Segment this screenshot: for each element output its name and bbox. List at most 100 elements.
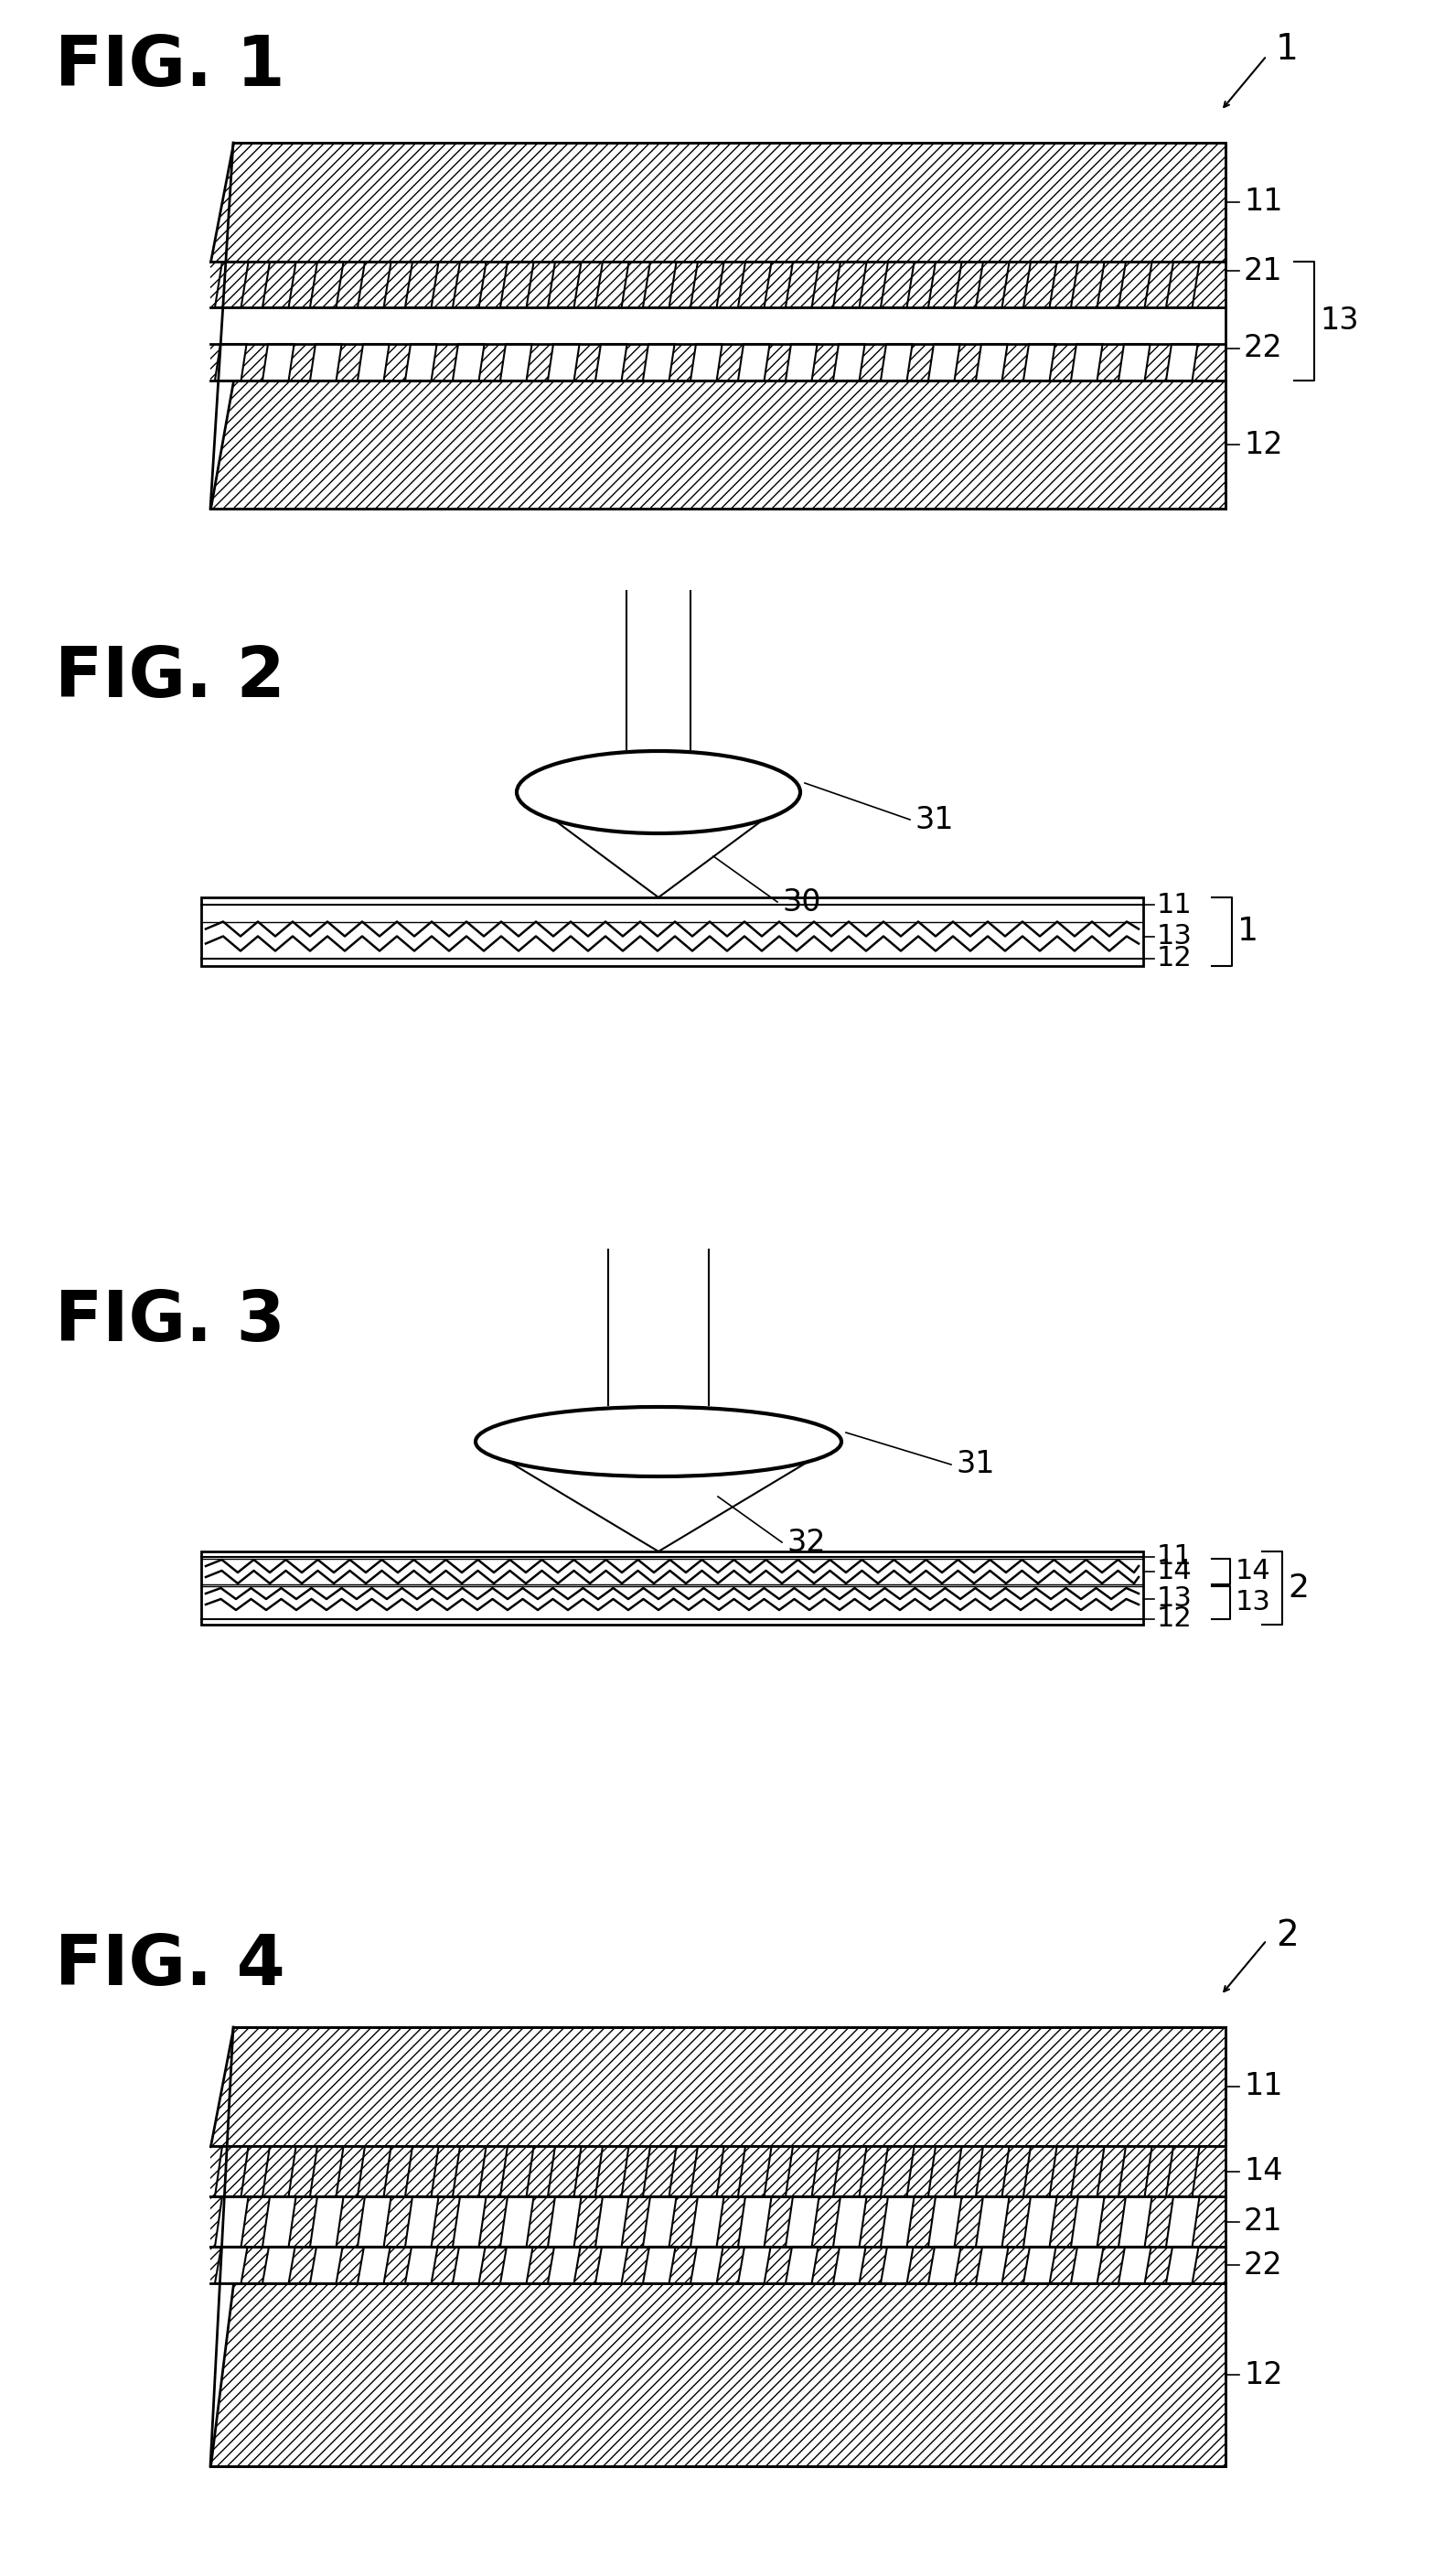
- Polygon shape: [263, 2197, 296, 2246]
- Text: 1: 1: [1276, 31, 1299, 67]
- Polygon shape: [1166, 2246, 1198, 2282]
- Polygon shape: [643, 263, 676, 307]
- Text: 11: 11: [1244, 188, 1283, 216]
- Polygon shape: [215, 2197, 249, 2246]
- Polygon shape: [786, 263, 819, 307]
- Text: 13: 13: [1319, 307, 1358, 337]
- Polygon shape: [1071, 2197, 1104, 2246]
- Polygon shape: [548, 263, 581, 307]
- Polygon shape: [500, 2146, 533, 2197]
- Text: 22: 22: [1244, 332, 1283, 363]
- Polygon shape: [211, 2246, 1225, 2282]
- Polygon shape: [1166, 2146, 1199, 2197]
- Polygon shape: [405, 2197, 439, 2246]
- Text: 12: 12: [1157, 1605, 1192, 1633]
- Polygon shape: [311, 2197, 344, 2246]
- Polygon shape: [452, 263, 486, 307]
- Text: 31: 31: [915, 804, 954, 835]
- Polygon shape: [211, 2197, 1225, 2246]
- Polygon shape: [738, 2246, 770, 2282]
- Text: 12: 12: [1244, 430, 1283, 459]
- Text: 14: 14: [1244, 2156, 1283, 2187]
- Polygon shape: [1118, 2246, 1152, 2282]
- Polygon shape: [357, 263, 392, 307]
- Polygon shape: [1118, 2146, 1152, 2197]
- Polygon shape: [738, 2146, 772, 2197]
- Polygon shape: [643, 2146, 676, 2197]
- Polygon shape: [643, 2246, 675, 2282]
- Polygon shape: [643, 2197, 676, 2246]
- Text: 11: 11: [1157, 891, 1192, 917]
- Ellipse shape: [475, 1406, 841, 1476]
- Polygon shape: [1166, 263, 1199, 307]
- Text: 2: 2: [1287, 1571, 1309, 1605]
- Polygon shape: [691, 263, 724, 307]
- Polygon shape: [1071, 263, 1104, 307]
- Polygon shape: [211, 345, 1225, 381]
- Polygon shape: [263, 345, 295, 381]
- Text: 13: 13: [1157, 1587, 1192, 1613]
- Polygon shape: [834, 345, 864, 381]
- Polygon shape: [928, 263, 962, 307]
- Polygon shape: [595, 345, 627, 381]
- Text: 2: 2: [1276, 1919, 1299, 1953]
- Text: 14: 14: [1235, 1558, 1272, 1584]
- Polygon shape: [834, 2197, 867, 2246]
- Text: FIG. 2: FIG. 2: [55, 644, 285, 711]
- Polygon shape: [452, 2146, 486, 2197]
- Polygon shape: [311, 345, 341, 381]
- Polygon shape: [738, 345, 770, 381]
- Polygon shape: [786, 345, 818, 381]
- Polygon shape: [405, 2146, 439, 2197]
- Text: 31: 31: [955, 1450, 994, 1479]
- Polygon shape: [405, 263, 439, 307]
- Text: 14: 14: [1157, 1558, 1192, 1584]
- Polygon shape: [738, 263, 772, 307]
- Polygon shape: [452, 345, 484, 381]
- Polygon shape: [211, 2027, 1225, 2146]
- Polygon shape: [1166, 345, 1198, 381]
- Polygon shape: [786, 2246, 818, 2282]
- Polygon shape: [786, 2146, 819, 2197]
- Polygon shape: [357, 2146, 392, 2197]
- Polygon shape: [975, 345, 1007, 381]
- Polygon shape: [211, 381, 1225, 507]
- Polygon shape: [1023, 263, 1056, 307]
- Polygon shape: [595, 263, 629, 307]
- Polygon shape: [548, 2197, 581, 2246]
- Polygon shape: [1118, 263, 1152, 307]
- Polygon shape: [880, 263, 915, 307]
- Text: 13: 13: [1157, 922, 1192, 951]
- Polygon shape: [691, 2146, 724, 2197]
- Polygon shape: [357, 2197, 392, 2246]
- Polygon shape: [452, 2197, 486, 2246]
- Text: FIG. 4: FIG. 4: [55, 1932, 285, 1999]
- Polygon shape: [834, 2246, 866, 2282]
- Text: 12: 12: [1157, 945, 1192, 971]
- Polygon shape: [738, 2197, 772, 2246]
- Polygon shape: [691, 2246, 722, 2282]
- Polygon shape: [215, 263, 249, 307]
- Polygon shape: [311, 263, 344, 307]
- Polygon shape: [1071, 2246, 1104, 2282]
- Polygon shape: [357, 2246, 390, 2282]
- Polygon shape: [880, 345, 912, 381]
- Polygon shape: [595, 2246, 629, 2282]
- Bar: [201, 896, 1143, 966]
- Polygon shape: [263, 2146, 296, 2197]
- Polygon shape: [1166, 2197, 1199, 2246]
- Text: 11: 11: [1157, 1543, 1192, 1571]
- Polygon shape: [1118, 345, 1150, 381]
- Polygon shape: [548, 2146, 581, 2197]
- Text: 21: 21: [1244, 2208, 1283, 2236]
- Text: 30: 30: [782, 886, 821, 917]
- Polygon shape: [405, 2246, 438, 2282]
- Polygon shape: [880, 2146, 915, 2197]
- Polygon shape: [500, 2246, 533, 2282]
- Polygon shape: [691, 345, 722, 381]
- Polygon shape: [452, 2246, 486, 2282]
- Polygon shape: [211, 2282, 1225, 2465]
- Text: 21: 21: [1244, 255, 1283, 286]
- Polygon shape: [975, 263, 1009, 307]
- Polygon shape: [215, 345, 247, 381]
